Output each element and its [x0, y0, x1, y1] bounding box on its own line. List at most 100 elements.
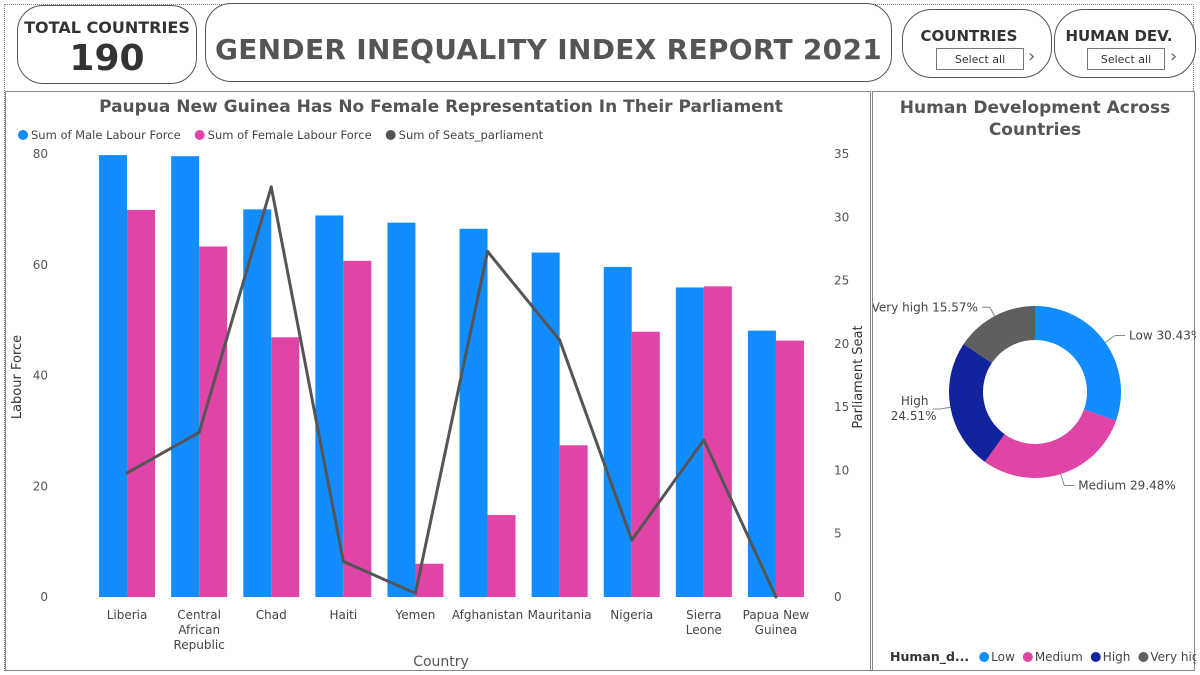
- donut-legend-label-4: Very high: [1150, 650, 1196, 664]
- y2-tick-label: 35: [834, 147, 849, 161]
- human-dev-chevron-right-icon[interactable]: ›: [1170, 46, 1178, 67]
- donut-leader-very-high: [981, 306, 996, 317]
- donut-legend-marker-3: [1090, 652, 1101, 662]
- donut-leader-high: [932, 406, 951, 410]
- y2-tick-label: 0: [834, 590, 842, 604]
- x-tick-label: Central: [177, 608, 221, 622]
- male-labour-bar: [387, 222, 416, 598]
- x-tick-label: Afghanistan: [452, 608, 523, 622]
- donut-legend-label-1: Low: [991, 650, 1015, 664]
- countries-slicer-title: COUNTRIES: [920, 27, 1018, 45]
- female-labour-bar: [343, 260, 372, 597]
- x-tick-label: Leone: [686, 623, 722, 637]
- y-tick-label: 0: [40, 590, 48, 604]
- female-labour-bar: [775, 340, 804, 597]
- countries-chevron-right-icon[interactable]: ›: [1028, 46, 1036, 67]
- human-dev-slicer-title: HUMAN DEV.: [1065, 27, 1173, 45]
- donut-slice-high: [949, 343, 1005, 462]
- legend-label-3: Sum of Seats_parliament: [399, 128, 544, 142]
- y-tick-label: 20: [33, 479, 48, 493]
- y-axis-label: Labour Force: [10, 335, 25, 419]
- seats-parliament-point: [774, 595, 778, 599]
- report-title: GENDER INEQUALITY INDEX REPORT 2021: [214, 33, 883, 66]
- x-tick-label: Haiti: [329, 608, 357, 622]
- donut-chart-title-line-2: Countries: [989, 120, 1081, 140]
- y2-tick-label: 10: [834, 463, 849, 477]
- countries-select-all-dropdown[interactable]: Select all: [936, 48, 1024, 70]
- donut-legend: Human_d... Low Medium High Very high: [890, 649, 1196, 665]
- donut-slice-medium: [984, 409, 1117, 478]
- human-dev-select-all-dropdown[interactable]: Select all: [1087, 48, 1165, 70]
- male-labour-bar: [243, 209, 272, 597]
- human-dev-slicer: HUMAN DEV. Select all ›: [1054, 9, 1196, 78]
- donut-label-medium: Medium 29.48%: [1078, 479, 1176, 493]
- male-labour-bar: [171, 156, 200, 597]
- donut-label-low: Low 30.43%: [1129, 328, 1196, 342]
- female-labour-bar: [271, 337, 300, 597]
- x-tick-label: Yemen: [395, 608, 436, 622]
- total-countries-value: 190: [69, 38, 145, 79]
- y2-tick-label: 25: [834, 274, 849, 288]
- donut-leader-low: [1104, 334, 1126, 343]
- donut-leader-medium: [1060, 473, 1075, 487]
- donut-legend-title: Human_d...: [890, 649, 969, 665]
- donut-legend-marker-4: [1138, 652, 1149, 662]
- seats-parliament-point: [341, 560, 345, 564]
- seats-parliament-point: [702, 438, 706, 442]
- y2-tick-label: 5: [834, 527, 842, 541]
- donut-slice-very-high: [963, 306, 1035, 363]
- donut-legend-marker-2: [1022, 652, 1033, 662]
- seats-parliament-point: [125, 471, 129, 475]
- donut-legend-marker-1: [979, 652, 990, 662]
- y-tick-label: 80: [33, 147, 48, 161]
- x-tick-label: Liberia: [107, 608, 148, 622]
- female-labour-bar: [127, 209, 156, 597]
- y2-tick-label: 30: [834, 210, 849, 224]
- donut-slices: [949, 306, 1121, 478]
- donut-legend-label-3: High: [1103, 650, 1131, 664]
- human-development-donut-chart: Human Development Across Countries Low 3…: [873, 98, 1196, 665]
- seats-parliament-point: [269, 185, 273, 189]
- female-labour-bar: [631, 331, 660, 597]
- total-countries-label: TOTAL COUNTRIES: [24, 18, 190, 37]
- report-title-card: GENDER INEQUALITY INDEX REPORT 2021: [205, 3, 892, 82]
- seats-parliament-point: [486, 249, 490, 253]
- legend-label-2: Sum of Female Labour Force: [208, 128, 372, 142]
- legend-marker-2: [194, 130, 205, 140]
- donut-label-high-value: 24.51%: [891, 409, 937, 423]
- female-labour-bar: [703, 286, 732, 597]
- total-countries-card: TOTAL COUNTRIES 190: [17, 5, 197, 84]
- donut-legend-label-2: Medium: [1035, 650, 1083, 664]
- seats-parliament-point: [197, 430, 201, 434]
- human-development-chart-panel: Human Development Across Countries Low 3…: [872, 91, 1196, 671]
- labour-force-combo-chart: Paupua New Guinea Has No Female Represen…: [10, 97, 866, 670]
- x-tick-label: Nigeria: [610, 608, 653, 622]
- x-tick-label: Guinea: [755, 623, 798, 637]
- legend-label-1: Sum of Male Labour Force: [31, 128, 181, 142]
- x-axis-label: Country: [413, 654, 469, 670]
- y-tick-label: 60: [33, 258, 48, 272]
- male-labour-bar: [99, 155, 128, 598]
- bar-chart-legend: Sum of Male Labour Force Sum of Female La…: [18, 128, 544, 142]
- bar-chart-title: Paupua New Guinea Has No Female Represen…: [99, 97, 783, 117]
- donut-label-high-name: High: [901, 394, 929, 408]
- donut-slice-low: [1035, 306, 1121, 421]
- bar-chart-axes: 0 20 40 60 80 0 5 10 15 20 25 30 35: [33, 147, 850, 604]
- countries-slicer: COUNTRIES Select all ›: [902, 9, 1052, 78]
- seats-parliament-line: [126, 185, 778, 598]
- seats-parliament-point: [558, 338, 562, 342]
- x-tick-label: Mauritania: [528, 608, 592, 622]
- y2-tick-label: 20: [834, 337, 849, 351]
- y-tick-label: 40: [33, 369, 48, 383]
- male-labour-bar: [531, 252, 560, 597]
- x-tick-label: Papua New: [743, 608, 810, 622]
- x-tick-label: African: [178, 623, 220, 637]
- bar-chart-bars: [99, 155, 804, 598]
- donut-chart-title-line-1: Human Development Across: [900, 98, 1170, 118]
- seats-parliament-point: [413, 591, 417, 595]
- labour-force-chart-panel: Paupua New Guinea Has No Female Represen…: [5, 91, 871, 671]
- male-labour-bar: [603, 266, 632, 597]
- donut-label-very-high: Very high 15.57%: [873, 300, 978, 314]
